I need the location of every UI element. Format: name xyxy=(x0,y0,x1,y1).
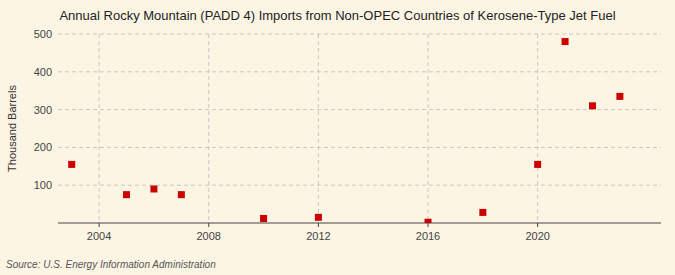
title: Annual Rocky Mountain (PADD 4) Imports f… xyxy=(59,8,615,23)
point xyxy=(425,219,432,223)
points xyxy=(68,38,623,223)
x-tick xyxy=(318,223,319,227)
x-grid-line xyxy=(428,34,429,223)
point xyxy=(315,214,322,221)
y-tick-label: 500 xyxy=(34,28,52,40)
x-tick-label: 2008 xyxy=(197,230,221,242)
point xyxy=(589,102,596,109)
chart-svg: Annual Rocky Mountain (PADD 4) Imports f… xyxy=(0,0,675,275)
x-grid-line xyxy=(537,34,538,223)
y-grid-line xyxy=(58,34,661,35)
point xyxy=(534,161,541,168)
point xyxy=(178,191,185,198)
grid xyxy=(58,34,661,223)
x-grid-line xyxy=(318,34,319,223)
x-tick-label: 2004 xyxy=(87,230,111,242)
point xyxy=(479,209,486,216)
x-grid-line xyxy=(208,34,209,223)
x-tick-label: 2016 xyxy=(416,230,440,242)
x-tick xyxy=(99,223,100,227)
x-tick-label: 2020 xyxy=(525,230,549,242)
point xyxy=(123,191,130,198)
point xyxy=(562,38,569,45)
y-grid-line xyxy=(58,71,661,72)
y-grid-line xyxy=(58,109,661,110)
x-tick-label: 2012 xyxy=(306,230,330,242)
chart-container: Annual Rocky Mountain (PADD 4) Imports f… xyxy=(0,0,675,275)
y-tick-label: 200 xyxy=(34,141,52,153)
point xyxy=(68,161,75,168)
source-note: Source: U.S. Energy Information Administ… xyxy=(6,259,216,270)
y-axis-label: Thousand Barrels xyxy=(6,85,18,172)
y-tick-label: 100 xyxy=(34,179,52,191)
point xyxy=(150,185,157,192)
x-tick xyxy=(208,223,209,227)
y-tick-label: 400 xyxy=(34,66,52,78)
y-grid-line xyxy=(58,185,661,186)
point xyxy=(260,215,267,222)
x-tick xyxy=(537,223,538,227)
y-tick-label: 300 xyxy=(34,104,52,116)
x-axis-line xyxy=(58,223,661,224)
x-tick xyxy=(428,223,429,227)
y-grid-line xyxy=(58,147,661,148)
x-grid-line xyxy=(99,34,100,223)
point xyxy=(616,93,623,100)
